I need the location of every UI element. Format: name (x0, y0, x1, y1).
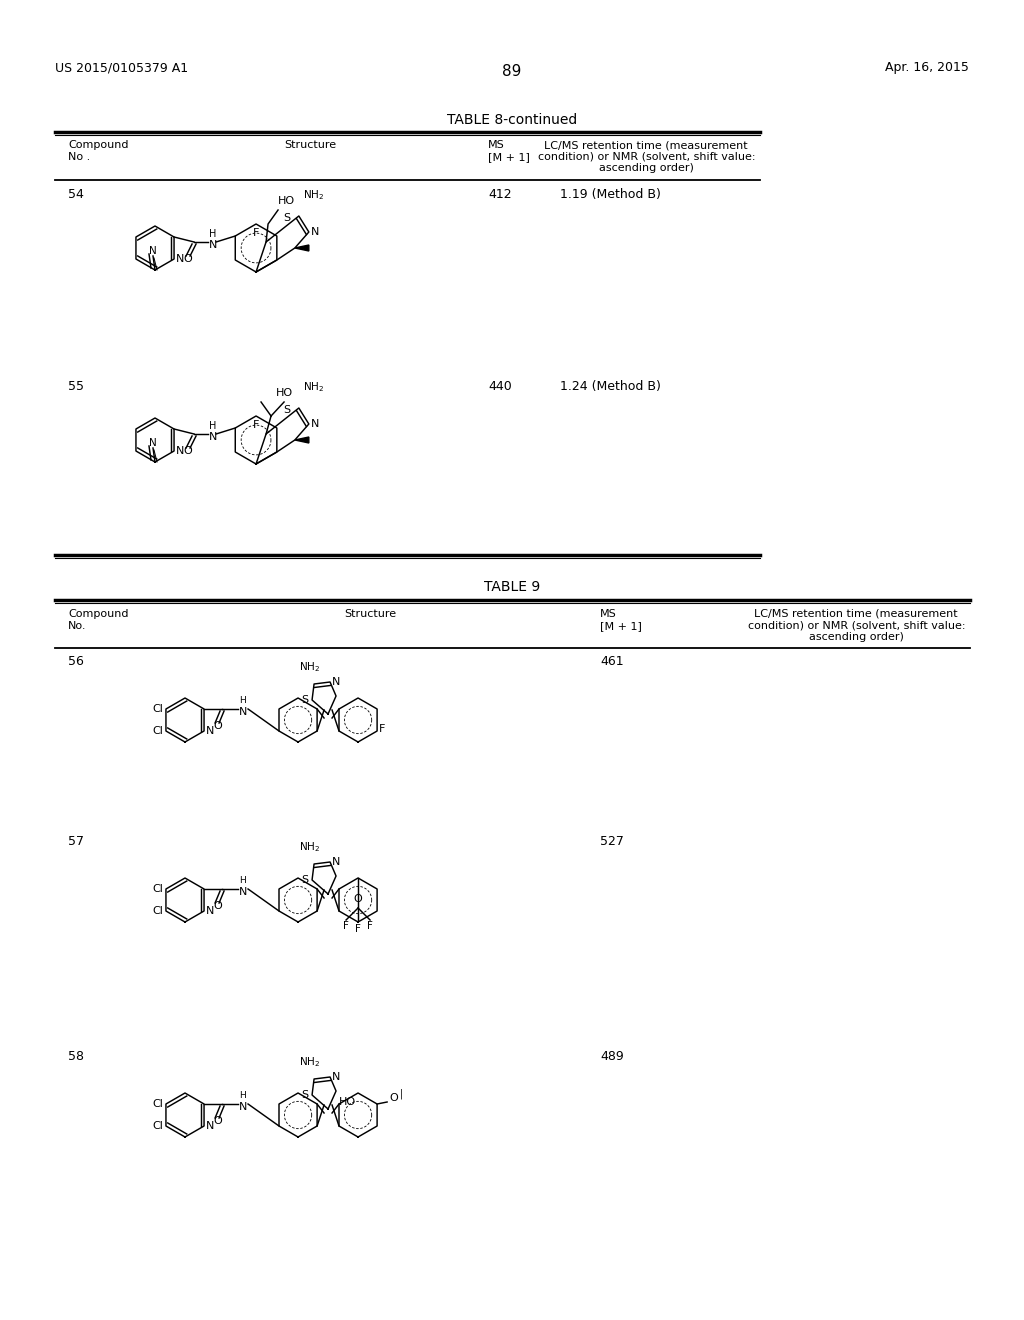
Text: TABLE 8-continued: TABLE 8-continued (446, 114, 578, 127)
Text: NH$_2$: NH$_2$ (299, 660, 321, 675)
Text: N: N (150, 438, 157, 447)
Text: H: H (209, 228, 216, 239)
Text: H: H (239, 1092, 246, 1100)
Text: O: O (183, 253, 193, 264)
Text: N: N (239, 708, 248, 717)
Text: Cl: Cl (153, 1100, 163, 1109)
Text: N: N (206, 1121, 214, 1131)
Text: O: O (214, 721, 222, 731)
Text: NH$_2$: NH$_2$ (303, 380, 324, 393)
Text: 412: 412 (488, 187, 512, 201)
Text: 58: 58 (68, 1049, 84, 1063)
Text: N: N (332, 677, 340, 686)
Text: Cl: Cl (153, 704, 163, 714)
Text: N: N (332, 1072, 340, 1082)
Text: O: O (214, 902, 222, 911)
Text: MS
[M + 1]: MS [M + 1] (600, 609, 642, 631)
Text: N: N (206, 726, 214, 737)
Text: F: F (343, 921, 349, 931)
Text: Compound
No .: Compound No . (68, 140, 128, 161)
Text: N: N (239, 1102, 248, 1111)
Text: Structure: Structure (344, 609, 396, 619)
Text: O: O (214, 1115, 222, 1126)
Text: F: F (368, 921, 373, 931)
Text: Cl: Cl (153, 726, 163, 737)
Text: H: H (209, 421, 216, 432)
Text: HO: HO (275, 388, 293, 399)
Text: 527: 527 (600, 836, 624, 847)
Text: Apr. 16, 2015: Apr. 16, 2015 (885, 62, 969, 74)
Text: N: N (206, 906, 214, 916)
Text: H: H (239, 696, 246, 705)
Polygon shape (295, 437, 309, 444)
Text: 57: 57 (68, 836, 84, 847)
Text: Compound
No.: Compound No. (68, 609, 128, 631)
Text: N: N (311, 418, 319, 429)
Text: F: F (253, 420, 259, 430)
Text: N: N (176, 446, 184, 455)
Text: O: O (183, 446, 193, 455)
Text: NH$_2$: NH$_2$ (299, 841, 321, 854)
Text: |: | (399, 1089, 402, 1100)
Text: 1.24 (Method B): 1.24 (Method B) (560, 380, 660, 393)
Text: S: S (301, 1090, 308, 1100)
Text: NH$_2$: NH$_2$ (303, 189, 324, 202)
Text: Cl: Cl (153, 884, 163, 894)
Text: US 2015/0105379 A1: US 2015/0105379 A1 (55, 62, 188, 74)
Text: F: F (379, 723, 385, 734)
Text: NH$_2$: NH$_2$ (299, 1055, 321, 1069)
Text: 54: 54 (68, 187, 84, 201)
Text: Cl: Cl (153, 906, 163, 916)
Text: LC/MS retention time (measurement
condition) or NMR (solvent, shift value:
ascen: LC/MS retention time (measurement condit… (538, 140, 755, 173)
Text: N: N (150, 246, 157, 256)
Text: S: S (301, 875, 308, 884)
Text: O: O (389, 1093, 398, 1104)
Text: 440: 440 (488, 380, 512, 393)
Text: H: H (239, 876, 246, 884)
Polygon shape (295, 246, 309, 251)
Text: 56: 56 (68, 655, 84, 668)
Text: 89: 89 (503, 65, 521, 79)
Text: Structure: Structure (284, 140, 336, 150)
Text: 1.19 (Method B): 1.19 (Method B) (560, 187, 660, 201)
Text: LC/MS retention time (measurement
condition) or NMR (solvent, shift value:
ascen: LC/MS retention time (measurement condit… (748, 609, 965, 643)
Text: N: N (332, 857, 340, 867)
Text: F: F (253, 228, 259, 238)
Text: MS
[M + 1]: MS [M + 1] (488, 140, 529, 161)
Text: 489: 489 (600, 1049, 624, 1063)
Text: N: N (239, 887, 248, 898)
Text: HO: HO (279, 195, 295, 206)
Text: HO: HO (339, 1097, 356, 1107)
Text: 55: 55 (68, 380, 84, 393)
Text: F: F (355, 924, 361, 935)
Text: TABLE 9: TABLE 9 (484, 579, 540, 594)
Text: 461: 461 (600, 655, 624, 668)
Text: N: N (209, 240, 217, 249)
Text: O: O (353, 894, 362, 904)
Text: S: S (284, 213, 291, 223)
Text: S: S (284, 405, 291, 414)
Text: N: N (311, 227, 319, 238)
Text: Cl: Cl (153, 1121, 163, 1131)
Text: N: N (209, 432, 217, 442)
Text: S: S (301, 696, 308, 705)
Text: N: N (176, 253, 184, 264)
